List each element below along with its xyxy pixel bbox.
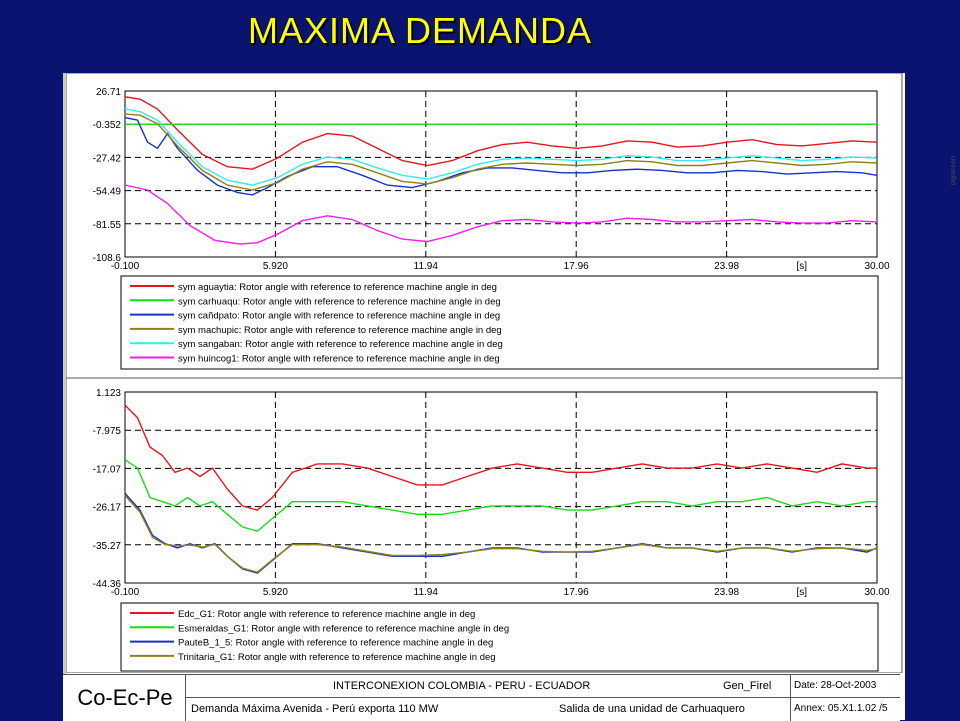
footer-row-top: INTERCONEXION COLOMBIA - PERU - ECUADOR … — [185, 675, 791, 698]
top-plot-area — [124, 90, 878, 258]
series-line-0 — [124, 404, 877, 511]
legend-label: Esmeraldas_G1: Rotor angle with referenc… — [178, 623, 509, 634]
y-tick-label: 26.71 — [96, 87, 121, 98]
y-tick-label: -54.49 — [93, 187, 122, 198]
series-line-5 — [124, 184, 878, 245]
plot-panel: 26.71 -0.352 -27.42 -54.49 -81.55 -108.6 -0.10… — [63, 72, 957, 720]
footer-logo: Co-Ec-Pe — [65, 675, 186, 721]
y-tick-label: -27.42 — [93, 153, 122, 164]
top-legend-box — [120, 275, 879, 370]
bottom-legend-box — [120, 602, 879, 672]
chart-canvas: 26.71-0.352-27.42-54.49-81.55-108.6-0.10… — [65, 72, 903, 674]
y-tick-label: -108.6 — [93, 253, 122, 264]
x-tick-label: 30.00 — [864, 587, 889, 598]
x-tick-label: 23.98 — [714, 587, 739, 598]
x-tick-label: 11.94 — [414, 261, 439, 272]
bottom-plot-area — [124, 391, 878, 584]
y-tick-label: -17.07 — [93, 464, 122, 475]
series-line-4 — [124, 108, 878, 186]
x-tick-label: 11.94 — [414, 587, 439, 598]
y-tick-label: -44.36 — [93, 579, 122, 590]
x-tick-label: -0.100 — [111, 587, 140, 598]
legend-label: Trinitaria_G1: Rotor angle with referenc… — [178, 652, 496, 663]
x-tick-label: 17.96 — [564, 261, 589, 272]
x-tick-label: 23.98 — [714, 261, 739, 272]
legend-label: sym cañdpato: Rotor angle with reference… — [178, 311, 500, 322]
footer-row-bottom: Demanda Máxima Avenida - Perú exporta 11… — [185, 698, 791, 721]
footer-date-cell: Date: 28-Oct-2003 — [791, 675, 900, 698]
footer-case: Salida de una unidad de Carhuaquero — [559, 703, 745, 715]
series-line-1 — [124, 459, 877, 532]
x-tick-label: 5.920 — [263, 587, 288, 598]
x-tick-label: 17.96 — [564, 587, 589, 598]
footer-annex-cell: Annex: 05.X1.1.02 /5 — [791, 698, 900, 721]
y-tick-label: -7.975 — [93, 426, 122, 437]
legend-label: Edc_G1: Rotor angle with reference to re… — [178, 609, 475, 620]
series-line-2 — [124, 116, 878, 196]
y-tick-label: -26.17 — [93, 503, 122, 514]
legend-label: sym carhuaqu: Rotor angle with reference… — [178, 296, 501, 307]
x-tick-label: [s] — [797, 587, 808, 598]
y-tick-label: -35.27 — [93, 541, 122, 552]
legend-label: sym machupic: Rotor angle with reference… — [178, 325, 502, 336]
series-line-0 — [124, 96, 878, 170]
x-tick-label: 5.920 — [263, 261, 288, 272]
y-tick-label: -0.352 — [93, 120, 122, 131]
footer-date: Date: 28-Oct-2003 — [794, 680, 877, 691]
y-tick-label: -81.55 — [93, 220, 122, 231]
x-tick-label: 30.00 — [864, 261, 889, 272]
footer-title: INTERCONEXION COLOMBIA - PERU - ECUADOR — [333, 680, 591, 692]
x-tick-label: -0.100 — [111, 261, 140, 272]
slide-title: MAXIMA DEMANDA — [247, 10, 593, 51]
footer-title-block: Co-Ec-Pe INTERCONEXION COLOMBIA - PERU -… — [63, 674, 900, 721]
footer-subtitle: Demanda Máxima Avenida - Perú exporta 11… — [191, 703, 439, 715]
footer-annex: Annex: 05.X1.1.02 /5 — [794, 703, 888, 714]
legend-label: sym huincog1: Rotor angle with reference… — [178, 354, 500, 365]
y-tick-label: 1.123 — [96, 388, 121, 399]
footer-project: Gen_Firel — [723, 680, 772, 692]
series-line-3 — [124, 494, 878, 573]
series-line-3 — [124, 113, 878, 191]
legend-label: PauteB_1_5: Rotor angle with reference t… — [178, 638, 493, 649]
x-tick-label: [s] — [797, 261, 808, 272]
legend-label: sym aguaytia: Rotor angle with reference… — [178, 282, 497, 293]
watermark-label: DIgSILENT — [951, 155, 957, 186]
legend-label: sym sangaban: Rotor angle with reference… — [178, 339, 503, 350]
